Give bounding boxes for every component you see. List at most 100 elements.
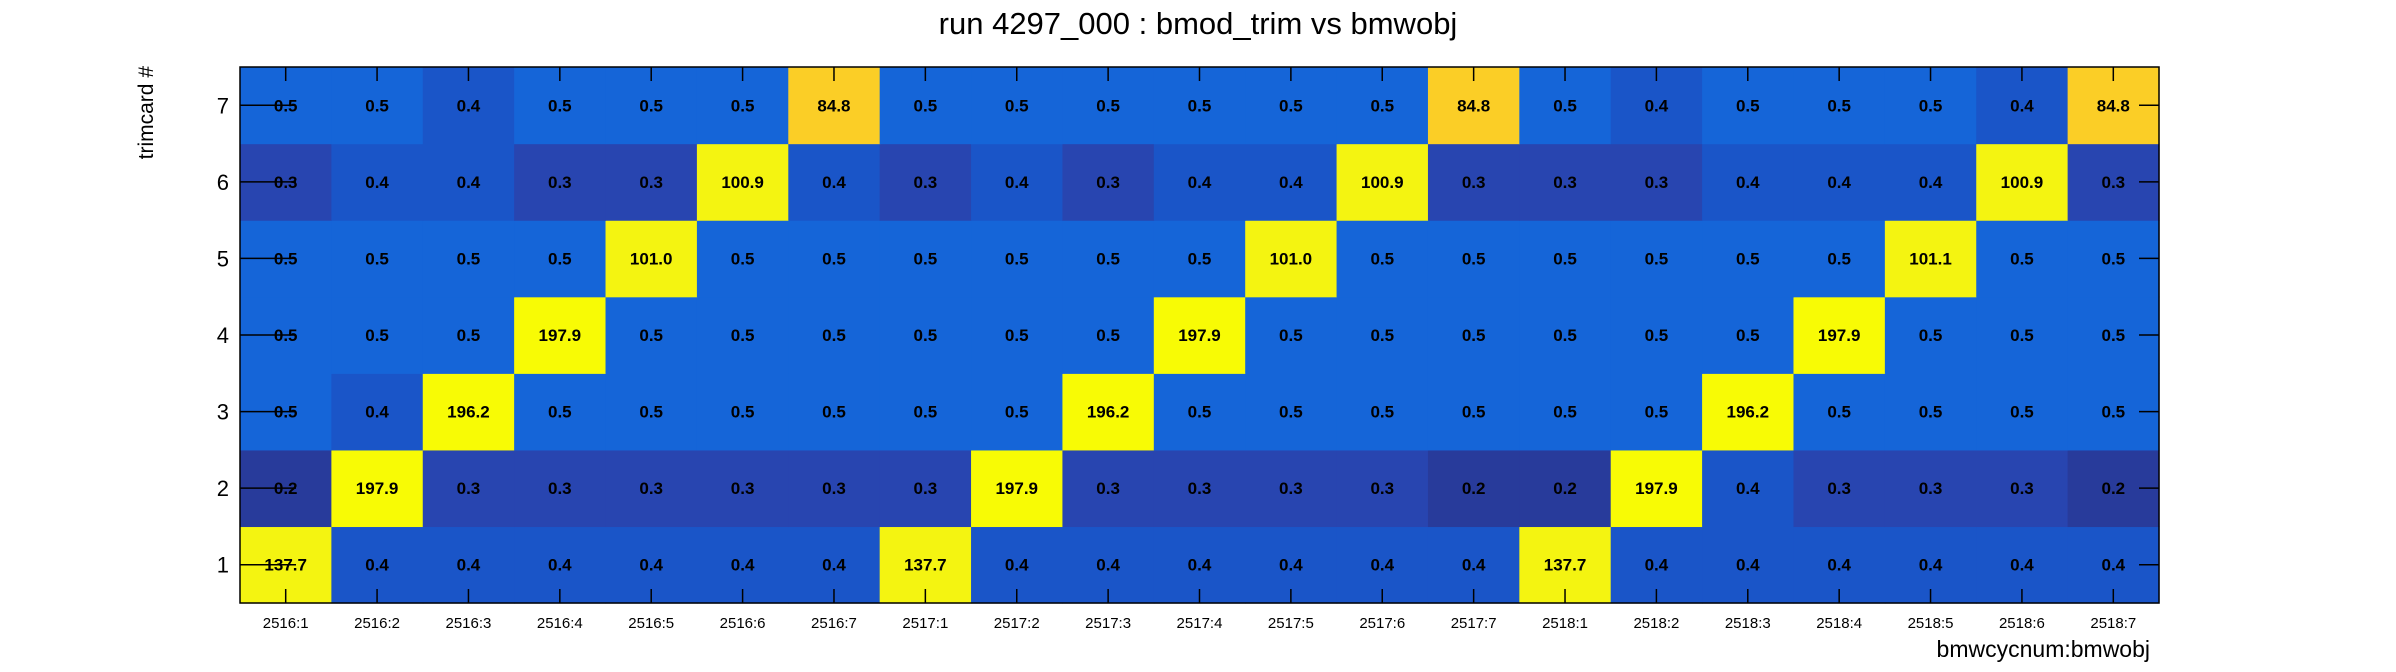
heatmap-cell	[788, 220, 881, 298]
heatmap-cell	[1976, 220, 2069, 298]
cell-value-label: 0.4	[1005, 556, 1029, 575]
heatmap-cell	[1519, 143, 1612, 221]
heatmap-cell	[1793, 143, 1886, 221]
cell-value-label: 100.9	[721, 173, 764, 192]
cell-value-label: 0.5	[2010, 403, 2034, 422]
cell-value-label: 0.5	[1645, 249, 1669, 268]
cell-value-label: 0.5	[1370, 326, 1394, 345]
cell-value-label: 0.3	[1188, 479, 1212, 498]
cell-value-label: 0.5	[1188, 96, 1212, 115]
cell-value-label: 0.5	[1919, 403, 1943, 422]
heatmap-cell	[879, 220, 972, 298]
heatmap-cell	[1702, 220, 1795, 298]
heatmap-cell	[696, 296, 789, 374]
cell-value-label: 0.4	[639, 556, 663, 575]
cell-value-label: 0.4	[1827, 173, 1851, 192]
cell-value-label: 0.3	[1919, 479, 1943, 498]
cell-value-label: 0.3	[639, 173, 663, 192]
x-tick-label: 2517:5	[1268, 615, 1314, 632]
heatmap-cell	[1884, 220, 1977, 298]
heatmap-cell	[1062, 143, 1155, 221]
cell-value-label: 84.8	[817, 96, 850, 115]
x-tick-label: 2517:4	[1177, 615, 1223, 632]
heatmap-cell	[331, 220, 424, 298]
cell-value-label: 0.3	[822, 479, 846, 498]
heatmap-cell	[1702, 373, 1795, 451]
cell-value-label: 0.4	[2010, 556, 2034, 575]
cell-value-label: 0.5	[731, 403, 755, 422]
heatmap-cell	[422, 143, 515, 221]
cell-value-label: 0.4	[1736, 479, 1760, 498]
cell-value-label: 0.5	[1005, 249, 1029, 268]
cell-value-label: 0.5	[365, 326, 389, 345]
x-tick-label: 2516:3	[446, 615, 492, 632]
x-tick-label: 2516:5	[628, 615, 674, 632]
cell-value-label: 197.9	[356, 479, 399, 498]
heatmap-cell	[1976, 449, 2069, 528]
cell-value-label: 0.4	[822, 173, 846, 192]
cell-value-label: 0.5	[639, 326, 663, 345]
cell-value-label: 0.5	[1919, 326, 1943, 345]
cell-value-label: 0.5	[1370, 96, 1394, 115]
cell-value-label: 0.3	[457, 479, 481, 498]
cell-value-label: 0.5	[1279, 326, 1303, 345]
cell-value-label: 0.2	[1553, 479, 1577, 498]
heatmap-cell	[1519, 449, 1612, 528]
x-tick-label: 2518:2	[1633, 615, 1679, 632]
cell-value-label: 0.5	[1370, 403, 1394, 422]
cell-value-label: 0.4	[1279, 556, 1303, 575]
heatmap-cell	[1153, 143, 1246, 221]
x-axis-label: bmwcycnum:bmwobj	[1937, 636, 2150, 662]
heatmap-cell	[971, 296, 1064, 374]
x-tick-label: 2516:7	[811, 615, 857, 632]
heatmap-cell	[605, 449, 698, 528]
heatmap-cell	[331, 296, 424, 374]
heatmap-cell	[1427, 220, 1520, 298]
cell-value-label: 0.5	[639, 403, 663, 422]
cell-value-label: 0.5	[1096, 96, 1120, 115]
x-tick-label: 2516:1	[263, 615, 309, 632]
heatmap-cell	[422, 449, 515, 528]
heatmap-cell	[1976, 373, 2069, 451]
x-tick-label: 2516:4	[537, 615, 583, 632]
y-tick-label: 5	[217, 246, 229, 271]
cell-value-label: 0.5	[1827, 249, 1851, 268]
cell-value-label: 197.9	[1178, 326, 1221, 345]
cell-value-label: 0.4	[731, 556, 755, 575]
cell-value-label: 0.5	[822, 403, 846, 422]
cell-value-label: 0.3	[1096, 479, 1120, 498]
heatmap-cell	[696, 449, 789, 528]
cell-value-label: 0.5	[1096, 249, 1120, 268]
cell-value-label: 0.5	[1736, 326, 1760, 345]
cell-value-label: 0.4	[1645, 96, 1669, 115]
cell-value-label: 197.9	[1818, 326, 1861, 345]
cell-value-label: 0.4	[1005, 173, 1029, 192]
heatmap-cell	[1793, 449, 1886, 528]
cell-value-label: 0.5	[1736, 249, 1760, 268]
cell-value-label: 0.4	[1188, 556, 1212, 575]
heatmap-cell	[879, 373, 972, 451]
cell-value-label: 0.4	[2101, 556, 2125, 575]
heatmap-cell	[1062, 373, 1155, 451]
y-tick-label: 6	[217, 170, 229, 195]
heatmap-cell	[1702, 449, 1795, 528]
heatmap-cell	[1427, 373, 1520, 451]
heatmap-cell	[605, 143, 698, 221]
cell-value-label: 0.5	[548, 403, 572, 422]
cell-value-label: 0.4	[365, 173, 389, 192]
heatmap-cell	[1245, 373, 1338, 451]
x-tick-label: 2518:4	[1816, 615, 1862, 632]
cell-value-label: 0.5	[1553, 403, 1577, 422]
heatmap-cell	[1610, 449, 1703, 528]
cell-value-label: 0.3	[2010, 479, 2034, 498]
heatmap-cell	[1062, 220, 1155, 298]
cell-value-label: 0.4	[1462, 556, 1486, 575]
x-tick-label: 2518:5	[1908, 615, 1954, 632]
cell-value-label: 0.3	[1279, 479, 1303, 498]
cell-value-label: 84.8	[1457, 96, 1490, 115]
heatmap-cell	[1153, 296, 1246, 374]
heatmap-cell	[514, 449, 607, 528]
x-tick-label: 2517:6	[1359, 615, 1405, 632]
heatmap-cell	[1245, 143, 1338, 221]
